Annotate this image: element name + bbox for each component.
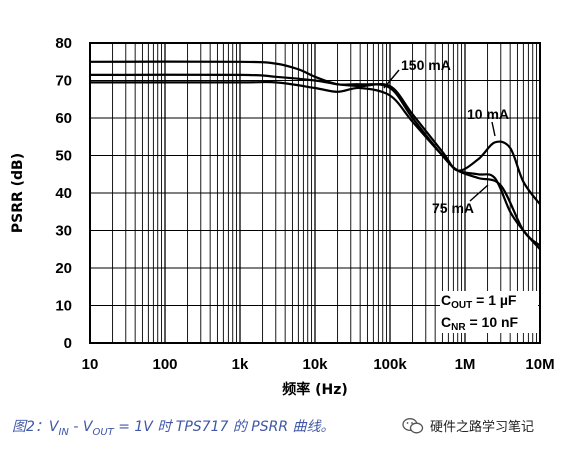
pointer-10ma [491,121,496,137]
pointer-150ma [383,69,400,89]
y-tick-label: 40 [55,185,72,202]
x-tick-label: 1M [455,356,476,373]
series-line-75ma [89,80,541,251]
y-tick-label: 60 [55,110,72,127]
x-tick-label: 10 [82,356,99,373]
label-10ma: 10 mA [467,106,509,122]
condition-cnr: CNR = 10 nF [441,314,519,333]
series-line-150ma [89,60,541,247]
y-tick-label: 0 [64,335,72,352]
series-lines [89,60,541,251]
condition-cout: COUT = 1 µF [441,292,517,311]
conditions-box [440,291,538,333]
watermark-text: 硬件之路学习笔记 [430,420,535,435]
y-tick-label: 80 [55,35,72,52]
x-tick-label: 1k [232,356,249,373]
y-tick-label: 20 [55,260,72,277]
y-axis-title: PSRR (dB) [10,153,26,233]
x-tick-label: 10k [302,356,328,373]
x-tick-labels: 10 100 1k 10k 100k 1M 10M [82,356,555,373]
psrr-chart: 10 100 1k 10k 100k 1M 10M 0 10 20 30 40 50 60 70 80 频率… [10,35,555,398]
x-axis-title: 频率 (Hz) [282,381,348,398]
y-tick-label: 30 [55,223,72,240]
grid [90,43,540,343]
figure-caption: 图2：VIN - VOUT = 1V 时 TPS717 的 PSRR 曲线。 [12,419,335,438]
pointer-75ma [469,184,489,202]
wechat-icon [402,417,424,433]
y-tick-label: 10 [55,298,72,315]
watermark: 硬件之路学习笔记 [402,416,534,435]
series-line-10ma [89,73,541,205]
y-tick-label: 70 [55,73,72,90]
x-tick-label: 100k [373,356,407,373]
y-tick-labels: 0 10 20 30 40 50 60 70 80 [55,35,72,352]
x-tick-label: 100 [152,356,177,373]
label-150ma: 150 mA [401,57,451,73]
y-tick-label: 50 [55,148,72,165]
label-75ma: 75 mA [432,200,474,216]
x-tick-label: 10M [525,356,554,373]
